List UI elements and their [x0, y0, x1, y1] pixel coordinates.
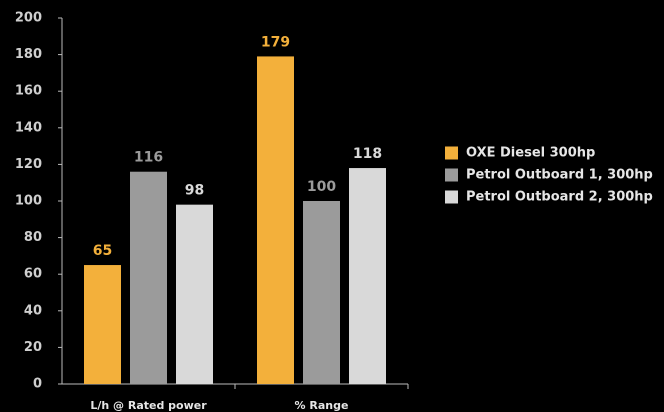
x-tick-label: % Range — [295, 399, 349, 412]
legend-swatch — [445, 190, 458, 204]
legend-swatch — [445, 146, 458, 160]
y-tick-label: 100 — [15, 194, 42, 209]
y-tick-label: 180 — [15, 47, 42, 62]
value-label: 179 — [261, 34, 290, 50]
value-label: 100 — [307, 179, 336, 195]
legend-swatch — [445, 168, 458, 182]
value-label: 116 — [134, 150, 163, 166]
bar — [176, 204, 213, 384]
bar — [257, 56, 294, 385]
bar — [84, 265, 121, 384]
y-tick-label: 200 — [15, 11, 42, 26]
legend-label: Petrol Outboard 2, 300hp — [466, 190, 653, 205]
bar — [349, 168, 386, 384]
y-tick-label: 60 — [24, 267, 42, 282]
legend-label: OXE Diesel 300hp — [466, 146, 595, 161]
y-tick-label: 120 — [15, 157, 42, 172]
value-label: 118 — [353, 146, 382, 162]
y-tick-label: 160 — [15, 84, 42, 99]
value-label: 65 — [93, 243, 112, 259]
x-tick-label: L/h @ Rated power — [90, 399, 207, 412]
y-tick-label: 20 — [24, 340, 42, 355]
bar — [303, 201, 340, 384]
y-tick-label: 140 — [15, 120, 42, 135]
bar — [130, 171, 167, 384]
value-label: 98 — [185, 183, 204, 199]
legend-label: Petrol Outboard 1, 300hp — [466, 168, 653, 183]
y-tick-label: 40 — [24, 303, 42, 318]
y-tick-label: 0 — [33, 377, 42, 392]
y-tick-label: 80 — [24, 230, 42, 245]
